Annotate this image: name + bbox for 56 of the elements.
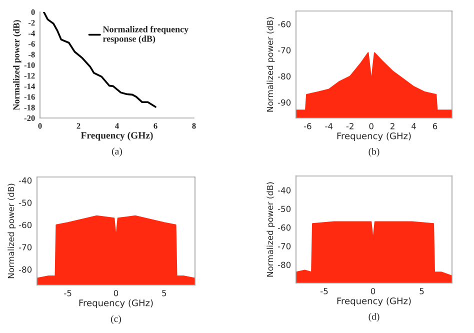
y-axis-title: Normalized power (dB)	[8, 184, 16, 278]
y-tick-label: -80	[278, 73, 291, 80]
x-axis-title: Frequency (GHz)	[80, 132, 153, 141]
x-tick-label: 6	[432, 123, 438, 130]
y-tick-label: -8	[28, 52, 35, 58]
y-tick-label: 0	[31, 9, 35, 15]
x-tick-label: -5	[320, 288, 328, 294]
y-tick-label: -70	[278, 243, 291, 250]
y-tick-label: -90	[278, 99, 291, 106]
y-tick-label: -2	[28, 20, 35, 26]
y-tick-label: -10	[24, 62, 35, 68]
y-tick-label: -70	[18, 244, 32, 250]
y-tick-label: -14	[24, 84, 35, 90]
y-tick-label: -50	[278, 206, 291, 212]
y-tick-label: -40	[278, 187, 291, 194]
y-tick-label: -60	[278, 224, 291, 231]
y-tick-label: -4	[28, 30, 35, 36]
text: (a)	[112, 148, 122, 156]
y-tick-label: -20	[24, 115, 35, 121]
y-axis-title: Normalized power (dB)	[266, 182, 275, 277]
x-tick-label: 2	[390, 123, 394, 130]
x-axis-title: Frequency (GHz)	[79, 299, 153, 308]
y-tick-label: -60	[278, 21, 291, 28]
y-tick-label: -18	[24, 104, 35, 110]
y-tick-label: -80	[278, 262, 291, 268]
x-tick-label: -4	[325, 123, 333, 130]
x-tick-label: 5	[162, 290, 166, 296]
x-tick-label: 4	[115, 123, 119, 129]
x-tick-label: 6	[154, 123, 158, 129]
y-tick-label: -40	[18, 177, 32, 184]
x-tick-label: -5	[64, 290, 72, 296]
y-tick-label: -6	[28, 41, 35, 47]
y-tick-label: -60	[18, 222, 32, 228]
x-tick-label: 2	[76, 123, 80, 129]
y-tick-label: -70	[278, 47, 291, 54]
y-axis-title: Normalized power (dB)	[266, 17, 275, 112]
text: (d)	[368, 312, 380, 322]
x-tick-label: 0	[38, 123, 42, 129]
legend-label: Normalized frequency response (dB)	[102, 26, 188, 44]
x-tick-label: 5	[420, 288, 424, 294]
x-tick-label: 0	[114, 290, 118, 296]
y-tick-label: -80	[18, 266, 32, 273]
x-tick-label: 4	[412, 123, 416, 130]
text: (c)	[111, 315, 121, 324]
text: (b)	[368, 148, 380, 157]
y-tick-label: -50	[18, 200, 32, 206]
x-tick-label: 8	[192, 123, 196, 129]
y-tick-label: -16	[24, 94, 35, 100]
x-tick-label: -6	[304, 123, 312, 130]
x-tick-label: 0	[369, 123, 374, 130]
y-tick-label: -12	[24, 72, 35, 78]
x-axis-title: Frequency (GHz)	[337, 297, 411, 306]
y-axis-title: Normalized power (dB)	[13, 20, 22, 110]
x-tick-label: -2	[346, 123, 354, 130]
x-axis-title: Frequency (GHz)	[337, 132, 411, 142]
x-tick-label: 0	[370, 288, 376, 294]
